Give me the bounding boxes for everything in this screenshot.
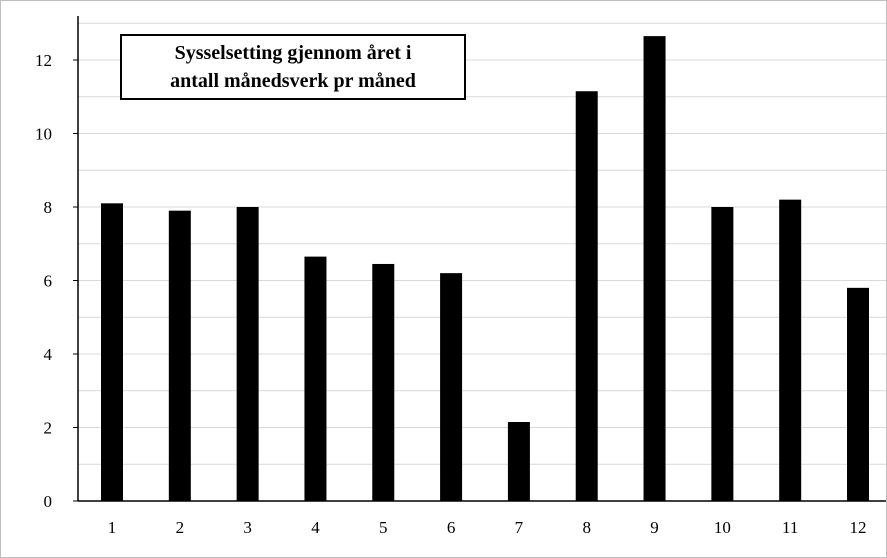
bar-6 bbox=[440, 273, 463, 501]
x-tick-label: 1 bbox=[108, 518, 117, 537]
bar-12 bbox=[847, 287, 869, 501]
y-tick-label: 4 bbox=[44, 345, 53, 364]
bar-3 bbox=[236, 207, 259, 501]
x-tick-label: 11 bbox=[782, 518, 798, 537]
y-axis-ticks: 0 2 4 6 8 10 12 bbox=[35, 51, 78, 511]
x-axis-ticks: 1 2 3 4 5 6 7 8 9 10 11 12 bbox=[108, 518, 867, 537]
x-tick-label: 2 bbox=[176, 518, 185, 537]
x-tick-label: 8 bbox=[582, 518, 591, 537]
x-tick-label: 12 bbox=[850, 518, 867, 537]
y-tick-label: 10 bbox=[35, 125, 52, 144]
x-tick-label: 5 bbox=[379, 518, 388, 537]
y-tick-label: 12 bbox=[35, 51, 52, 70]
y-tick-label: 8 bbox=[44, 198, 53, 217]
x-tick-label: 4 bbox=[311, 518, 320, 537]
y-tick-label: 6 bbox=[44, 272, 53, 291]
bar-1 bbox=[101, 203, 123, 501]
y-tick-label: 0 bbox=[44, 492, 53, 511]
axes bbox=[77, 16, 886, 502]
bar-11 bbox=[779, 199, 802, 501]
x-tick-label: 9 bbox=[650, 518, 659, 537]
chart-title-box: Sysselsetting gjennom året i antall måne… bbox=[120, 34, 466, 100]
chart-title-line-2: antall månedsverk pr måned bbox=[170, 70, 416, 92]
bar-8 bbox=[575, 91, 598, 502]
x-tick-label: 10 bbox=[714, 518, 731, 537]
x-tick-label: 6 bbox=[447, 518, 456, 537]
x-tick-label: 7 bbox=[515, 518, 524, 537]
bar-10 bbox=[711, 207, 734, 501]
y-tick-label: 2 bbox=[44, 419, 53, 438]
bar-2 bbox=[168, 210, 191, 502]
chart-title-line-1: Sysselsetting gjennom året i bbox=[174, 42, 412, 64]
bar-5 bbox=[372, 263, 395, 501]
gridlines bbox=[78, 22, 886, 465]
bar-9 bbox=[643, 36, 666, 502]
x-tick-label: 3 bbox=[243, 518, 252, 537]
bar-7 bbox=[507, 421, 530, 501]
bar-series bbox=[101, 36, 869, 502]
bar-4 bbox=[304, 256, 327, 501]
